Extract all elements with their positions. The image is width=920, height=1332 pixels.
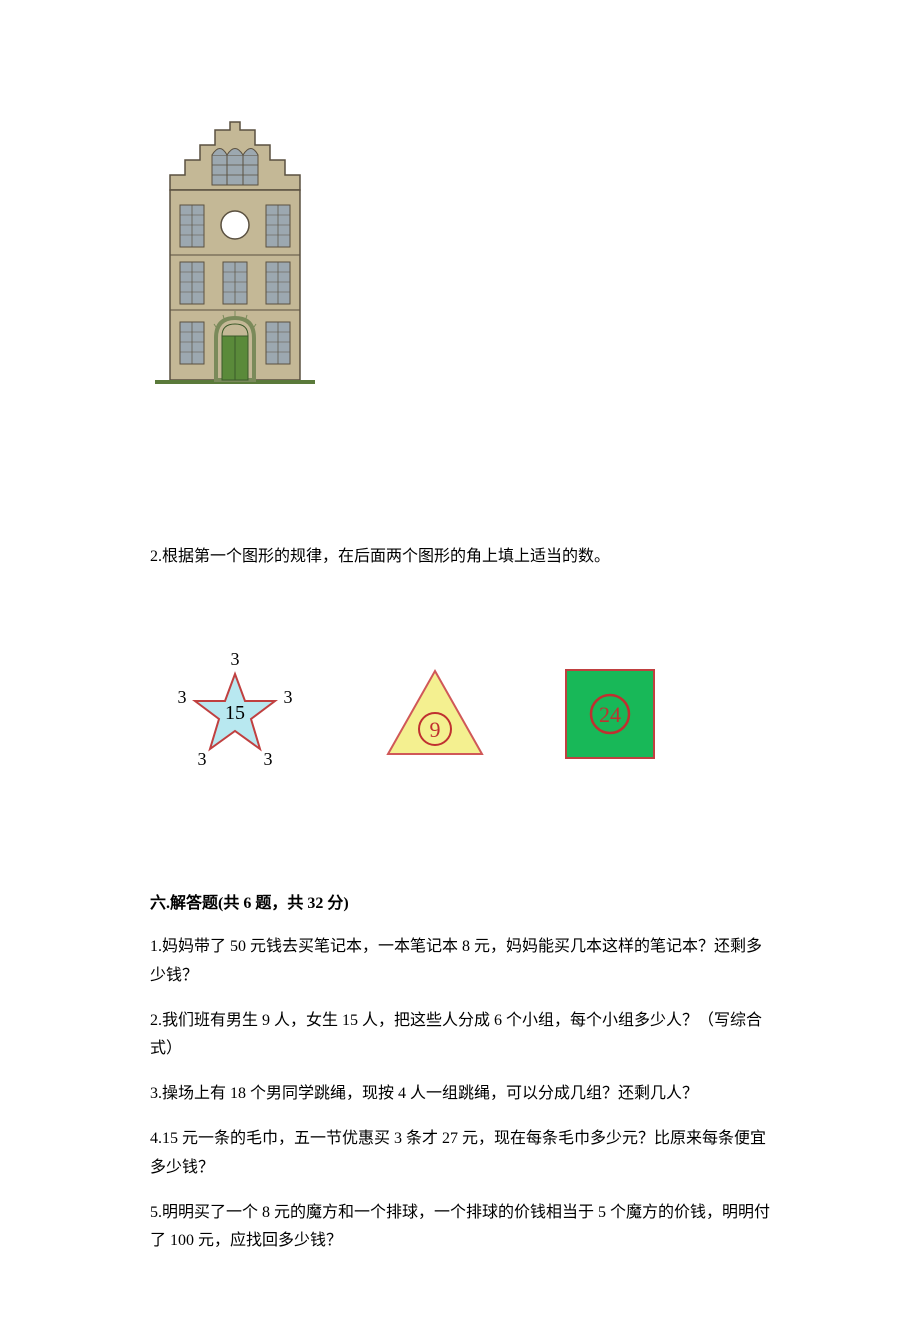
building-svg: [150, 100, 320, 390]
building-figure: [150, 100, 770, 395]
star-v5: 3: [178, 687, 187, 707]
problem-2: 2.我们班有男生 9 人，女生 15 人，把这些人分成 6 个小组，每个小组多少…: [150, 1007, 770, 1065]
triangle-figure: 9: [380, 659, 490, 769]
page-content: 2.根据第一个图形的规律，在后面两个图形的角上填上适当的数。 15 3 3 3 …: [0, 0, 920, 1332]
triangle-center: 9: [430, 717, 441, 742]
star-v4: 3: [198, 749, 207, 769]
section6-header: 六.解答题(共 6 题，共 32 分): [150, 889, 770, 913]
shapes-row: 15 3 3 3 3 3 9 24: [160, 639, 770, 789]
star-center: 15: [225, 702, 245, 724]
star-v3: 3: [264, 749, 273, 769]
problem-1: 1.妈妈带了 50 元钱去买笔记本，一本笔记本 8 元，妈妈能买几本这样的笔记本…: [150, 933, 770, 991]
q2-prompt: 2.根据第一个图形的规律，在后面两个图形的角上填上适当的数。: [150, 545, 770, 569]
star-figure: 15 3 3 3 3 3: [160, 639, 310, 789]
problem-4: 4.15 元一条的毛巾，五一节优惠买 3 条才 27 元，现在每条毛巾多少元？比…: [150, 1125, 770, 1183]
problem-3: 3.操场上有 18 个男同学跳绳，现按 4 人一组跳绳，可以分成几组？还剩几人？: [150, 1080, 770, 1109]
square-figure: 24: [560, 664, 660, 764]
square-center: 24: [599, 702, 621, 727]
star-v1: 3: [231, 649, 240, 669]
problem-5: 5.明明买了一个 8 元的魔方和一个排球，一个排球的价钱相当于 5 个魔方的价钱…: [150, 1199, 770, 1257]
star-v2: 3: [284, 687, 293, 707]
